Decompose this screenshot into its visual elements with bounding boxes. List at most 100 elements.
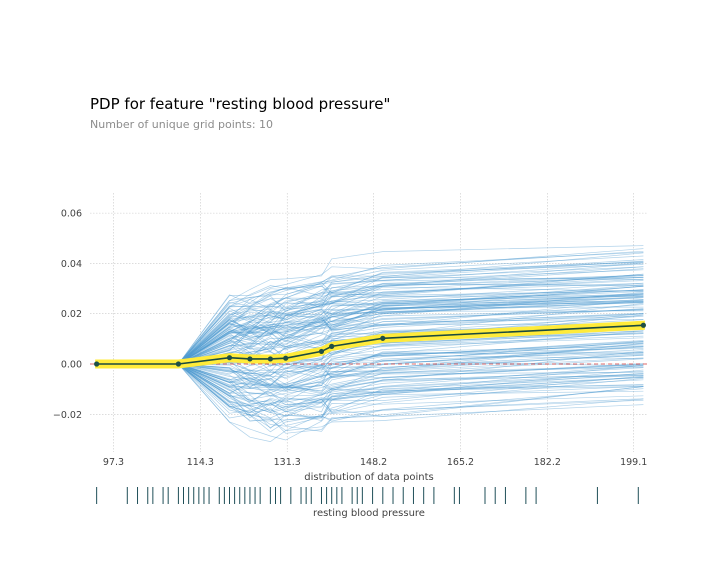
ice-curve <box>96 345 644 387</box>
ice-curve <box>96 286 644 365</box>
y-tick-label: 0.06 <box>61 209 82 220</box>
y-tick-label: 0.00 <box>61 359 82 370</box>
x-tick-label: 165.2 <box>447 457 474 468</box>
ice-curve <box>96 293 644 365</box>
ice-curve <box>96 285 644 365</box>
ice-curve <box>96 248 644 365</box>
ice-curve <box>96 276 644 365</box>
x-axis-label: distribution of data points <box>304 472 433 483</box>
ice-curve <box>96 363 644 413</box>
ice-curve <box>96 269 644 365</box>
ice-curve <box>96 284 644 365</box>
ice-curve <box>96 312 644 365</box>
ice-curve <box>96 302 644 365</box>
ice-curve <box>96 341 644 385</box>
ice-curve <box>96 308 644 365</box>
pdp-marker <box>267 356 273 362</box>
ice-curve <box>96 309 644 365</box>
ice-curve <box>96 363 644 422</box>
ice-curve <box>96 261 644 365</box>
ice-curve <box>96 363 644 422</box>
ice-curve <box>96 352 644 389</box>
ice-curve <box>96 363 644 432</box>
ice-curve <box>96 295 644 365</box>
ice-curve <box>96 363 644 403</box>
ice-curve <box>96 289 644 365</box>
ice-curve <box>96 282 644 365</box>
ice-curve <box>96 273 644 365</box>
ice-curve <box>96 262 644 365</box>
ice-curve <box>96 266 644 365</box>
ice-curve <box>96 346 644 389</box>
x-axis-ticks: 97.3 114.3 131.3 148.2 165.2 182.2 199.1 <box>103 457 647 468</box>
ice-curve <box>96 315 644 365</box>
pdp-line <box>96 324 644 365</box>
y-tick-label: 0.02 <box>61 309 82 320</box>
ice-curve <box>96 363 644 406</box>
ice-curve <box>96 308 644 365</box>
pdp-marker <box>380 335 386 341</box>
ice-curve <box>96 363 644 431</box>
ice-curve <box>96 363 644 426</box>
ice-curve <box>96 276 644 365</box>
ice-curve <box>96 342 644 389</box>
ice-curve <box>96 250 644 365</box>
ice-curve <box>96 283 644 365</box>
ice-curve <box>96 297 644 365</box>
ice-curve <box>96 363 644 429</box>
ice-curve <box>96 346 644 386</box>
pdp-marker <box>640 322 647 328</box>
x-tick-label: 182.2 <box>534 457 561 468</box>
ice-curve <box>96 266 644 365</box>
ice-curve <box>96 325 644 365</box>
pdp-confidence-band <box>95 320 645 369</box>
ice-curve <box>96 363 644 392</box>
ice-curve <box>96 363 644 400</box>
pdp-marker <box>94 361 100 367</box>
ice-curve <box>96 295 644 365</box>
ice-curve <box>96 319 644 365</box>
ice-curve <box>96 280 644 365</box>
ice-curve <box>96 296 644 365</box>
ice-curve <box>96 363 644 406</box>
ice-curve <box>96 363 644 433</box>
ice-curve <box>96 363 644 422</box>
ice-curve <box>96 363 644 417</box>
pdp-marker <box>318 348 325 355</box>
ice-curve <box>96 282 644 365</box>
x-tick-label: 199.1 <box>620 457 647 468</box>
ice-curve <box>96 304 644 365</box>
ice-curve <box>96 358 644 403</box>
ice-curve <box>96 350 644 394</box>
x-tick-label: 114.3 <box>187 457 214 468</box>
ice-curve <box>96 363 644 412</box>
pdp-marker <box>283 355 289 361</box>
ice-curve <box>96 293 644 365</box>
ice-curve <box>96 262 644 365</box>
ice-curve <box>96 363 644 429</box>
ice-curve <box>96 300 644 365</box>
ice-curve <box>96 301 644 365</box>
ice-curve <box>96 261 644 365</box>
pdp-markers <box>94 322 647 367</box>
pdp-marker <box>175 361 182 367</box>
ice-curve <box>96 260 644 365</box>
ice-curve <box>96 363 644 407</box>
ice-curve <box>96 363 644 395</box>
x-tick-label: 131.3 <box>274 457 301 468</box>
ice-curve <box>96 296 644 365</box>
rug-plot <box>96 487 639 504</box>
ice-curve <box>96 330 644 376</box>
pdp-marker <box>247 356 253 362</box>
ice-curve <box>96 363 644 411</box>
ice-curve <box>96 352 644 378</box>
ice-curve <box>96 295 644 365</box>
ice-curve <box>96 343 644 388</box>
ice-curve <box>96 351 644 375</box>
ice-curve <box>96 346 644 388</box>
ice-curve <box>96 273 644 365</box>
ice-curve <box>96 363 644 413</box>
ice-curve <box>96 363 644 434</box>
ice-curve <box>96 363 644 412</box>
x-tick-label: 97.3 <box>103 457 124 468</box>
